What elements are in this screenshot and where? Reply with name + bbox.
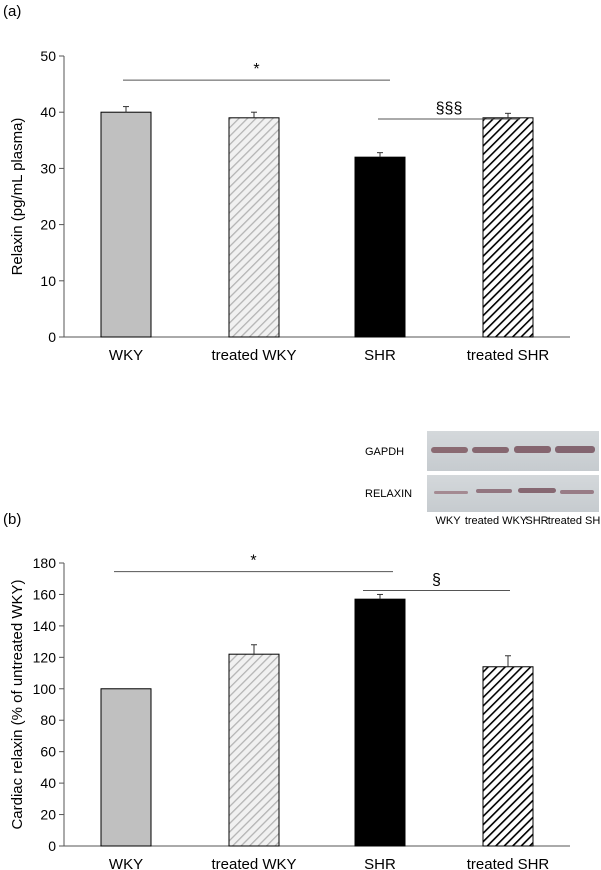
blot-band [518, 488, 556, 493]
x-category-label: WKY [109, 856, 143, 870]
x-category-label: treated SHR [467, 347, 550, 364]
bar [228, 653, 280, 847]
x-category-label: treated WKY [211, 347, 296, 364]
panel-b-label: (b) [3, 511, 21, 528]
x-category-label: treated WKY [211, 856, 296, 870]
y-tick-label: 30 [40, 160, 56, 176]
y-tick-label: 120 [33, 649, 57, 665]
y-tick-label: 0 [48, 329, 56, 345]
y-axis-title: Cardiac relaxin (% of untreated WKY) [9, 579, 26, 829]
bar [100, 111, 152, 338]
y-tick-label: 160 [33, 586, 57, 602]
y-tick-label: 40 [40, 775, 56, 791]
bar [228, 117, 280, 338]
panel-a-label: (a) [3, 3, 21, 20]
y-tick-label: 100 [33, 681, 57, 697]
blot-lane-label: WKY [435, 515, 461, 527]
y-tick-label: 180 [33, 555, 57, 571]
y-tick-label: 140 [33, 618, 57, 634]
blot-row-label-relaxin: RELAXIN [365, 488, 412, 500]
panel-a-chart: (a) 0 10 20 30 40 50 WKY treated WKY SHR treated … [3, 3, 570, 364]
bar [100, 688, 152, 847]
blot-band [434, 491, 468, 494]
blot-band [476, 489, 512, 493]
panel-b-chart: (b) 0 20 40 60 80 100 120 140 160 180 WKY treated W… [3, 511, 570, 870]
x-category-label: WKY [109, 347, 143, 364]
y-tick-label: 0 [48, 838, 56, 854]
y-tick-label: 40 [40, 104, 56, 120]
blot-lane-label: treated SHR [548, 515, 601, 527]
y-tick-label: 20 [40, 217, 56, 233]
x-category-label: SHR [364, 856, 396, 870]
y-tick-label: 80 [40, 712, 56, 728]
blot-band [555, 446, 595, 453]
significance-marker: § [432, 572, 441, 589]
significance-marker: * [253, 61, 259, 78]
significance-marker: §§§ [436, 100, 463, 117]
y-tick-label: 20 [40, 807, 56, 823]
y-axis-title: Relaxin (pg/mL plasma) [9, 118, 26, 276]
bar [482, 666, 534, 847]
x-category-label: SHR [364, 347, 396, 364]
bar [354, 598, 406, 847]
blot-band [514, 446, 551, 453]
x-category-label: treated SHR [467, 856, 550, 870]
blot-band [431, 447, 468, 453]
blot-band [472, 447, 509, 453]
blot-band [560, 490, 594, 494]
y-tick-label: 50 [40, 48, 56, 64]
western-blot-inset: GAPDH RELAXIN WKY treated WKY SHR treate… [365, 431, 601, 527]
blot-lane-label: treated WKY [465, 515, 528, 527]
significance-marker: * [250, 553, 256, 570]
y-tick-label: 10 [40, 273, 56, 289]
blot-lane-label: SHR [525, 515, 548, 527]
bar [482, 117, 534, 338]
bar [354, 156, 406, 338]
blot-row-label-gapdh: GAPDH [365, 446, 404, 458]
y-tick-label: 60 [40, 744, 56, 760]
